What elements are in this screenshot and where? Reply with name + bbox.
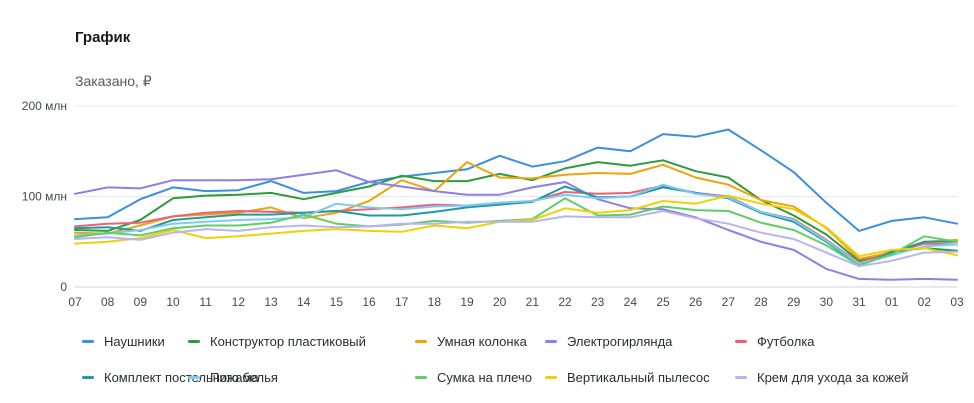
x-tick-label: 15 bbox=[330, 295, 344, 309]
x-tick-label: 18 bbox=[428, 295, 442, 309]
legend-item[interactable]: Наушники bbox=[82, 334, 165, 349]
x-tick-label: 09 bbox=[134, 295, 148, 309]
legend-label: Крем для ухода за кожей bbox=[757, 370, 909, 385]
x-tick-label: 03 bbox=[950, 295, 964, 309]
series-line[interactable] bbox=[74, 197, 958, 267]
x-tick-labels: 07 08 09 10 11 12 13 14 15 16 17 18 19 20 21 22 23 24 25 26… bbox=[68, 295, 964, 309]
x-tick-label: 16 bbox=[362, 295, 376, 309]
x-tick-label: 07 bbox=[68, 295, 82, 309]
y-axis-label: Заказано, ₽ bbox=[75, 73, 152, 89]
series-line[interactable] bbox=[74, 128, 958, 232]
legend-label: Сумка на плечо bbox=[437, 370, 532, 385]
legend-swatch bbox=[415, 340, 427, 343]
series-line[interactable] bbox=[74, 185, 958, 267]
x-tick-label: 23 bbox=[591, 295, 605, 309]
series-line[interactable] bbox=[74, 169, 958, 281]
y-tick-labels: 0 100 млн 200 млн bbox=[22, 99, 68, 294]
x-tick-label: 12 bbox=[232, 295, 246, 309]
x-tick-label: 31 bbox=[852, 295, 866, 309]
x-tick-label: 20 bbox=[493, 295, 507, 309]
series-line[interactable] bbox=[74, 210, 958, 268]
y-tick-label: 200 млн bbox=[22, 99, 67, 113]
legend-label: Электрогирлянда bbox=[567, 334, 673, 349]
x-tick-label: 08 bbox=[101, 295, 115, 309]
y-tick-label: 100 млн bbox=[22, 190, 67, 204]
legend-label: Конструктор пластиковый bbox=[210, 334, 366, 349]
legend-label: Пижама bbox=[210, 370, 259, 385]
x-tick-label: 10 bbox=[166, 295, 180, 309]
legend-swatch bbox=[545, 340, 557, 343]
legend-label: Вертикальный пылесос bbox=[567, 370, 710, 385]
x-tick-label: 13 bbox=[264, 295, 278, 309]
series-line[interactable] bbox=[74, 183, 958, 265]
legend-swatch bbox=[545, 376, 557, 379]
x-tick-label: 30 bbox=[820, 295, 834, 309]
legend-item[interactable]: Умная колонка bbox=[415, 334, 527, 349]
x-tick-label: 27 bbox=[722, 295, 736, 309]
y-tick-label: 0 bbox=[60, 280, 67, 294]
legend-label: Наушники bbox=[104, 334, 165, 349]
x-tick-label: 21 bbox=[526, 295, 540, 309]
x-tick-label: 24 bbox=[624, 295, 638, 309]
x-tick-label: 17 bbox=[395, 295, 409, 309]
x-tick-label: 11 bbox=[199, 295, 212, 309]
series-lines bbox=[74, 128, 958, 281]
legend-item[interactable]: Электрогирлянда bbox=[545, 334, 672, 349]
legend-swatch bbox=[82, 376, 94, 379]
legend-item[interactable]: Вертикальный пылесос bbox=[545, 370, 710, 385]
x-tick-label: 28 bbox=[754, 295, 768, 309]
x-tick-label: 19 bbox=[460, 295, 474, 309]
legend-item[interactable]: Сумка на плечо bbox=[415, 370, 532, 385]
x-tick-label: 22 bbox=[558, 295, 572, 309]
x-tick-label: 14 bbox=[297, 295, 311, 309]
x-tick-label: 01 bbox=[885, 295, 899, 309]
x-tick-label: 29 bbox=[787, 295, 801, 309]
legend-swatch bbox=[735, 376, 747, 379]
legend-swatch bbox=[188, 376, 200, 379]
grid-lines bbox=[75, 105, 957, 288]
x-tick-label: 25 bbox=[656, 295, 670, 309]
legend-swatch bbox=[735, 340, 747, 343]
x-tick-label: 26 bbox=[689, 295, 703, 309]
legend-item[interactable]: Пижама bbox=[188, 370, 259, 385]
legend-item[interactable]: Конструктор пластиковый bbox=[188, 334, 366, 349]
legend-swatch bbox=[188, 340, 200, 343]
chart-title: График bbox=[75, 29, 131, 46]
legend-swatch bbox=[415, 376, 427, 379]
legend-item[interactable]: Футболка bbox=[735, 334, 815, 349]
legend-item[interactable]: Крем для ухода за кожей bbox=[735, 370, 909, 385]
legend-label: Футболка bbox=[757, 334, 815, 349]
x-tick-label: 02 bbox=[918, 295, 932, 309]
legend-label: Умная колонка bbox=[437, 334, 527, 349]
legend-swatch bbox=[82, 340, 94, 343]
